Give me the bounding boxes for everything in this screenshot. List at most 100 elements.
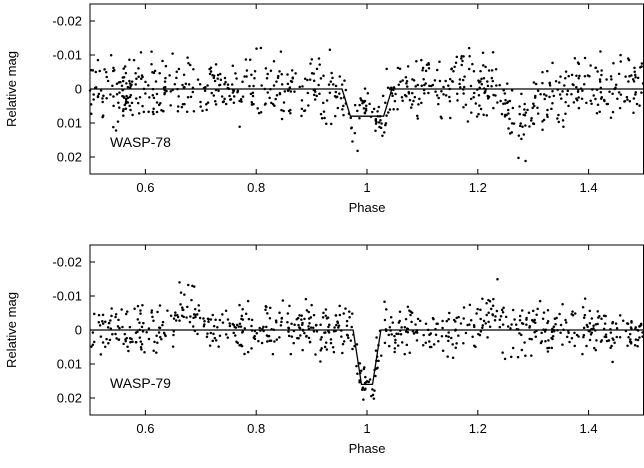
data-point: [424, 69, 428, 73]
data-point: [171, 345, 175, 348]
data-point: [530, 354, 533, 357]
data-point: [379, 354, 383, 357]
data-point: [467, 46, 471, 50]
data-point: [412, 332, 416, 335]
data-point: [393, 334, 396, 338]
data-point: [188, 63, 192, 67]
data-point: [394, 341, 397, 344]
data-point: [252, 84, 255, 88]
data-point: [482, 113, 485, 117]
wasp-79-x-axis-label: Phase: [349, 441, 386, 456]
data-point: [559, 331, 562, 335]
data-point: [463, 75, 466, 78]
data-point: [592, 324, 595, 327]
data-point: [547, 346, 551, 350]
data-point: [624, 75, 627, 78]
data-point: [221, 313, 224, 316]
wasp-78-x-axis: 0.6 0.8 1 1.2 1.4: [136, 4, 598, 195]
data-point: [441, 319, 444, 323]
data-point: [251, 91, 255, 94]
data-point: [320, 117, 324, 120]
data-point: [181, 83, 184, 87]
data-point: [208, 72, 212, 76]
data-point: [418, 97, 421, 101]
data-point: [491, 313, 494, 316]
data-point: [594, 348, 598, 352]
data-point: [362, 100, 366, 104]
data-point: [383, 131, 386, 134]
data-point: [462, 92, 465, 95]
data-point: [248, 58, 252, 62]
data-point: [238, 303, 241, 307]
data-point: [536, 89, 540, 92]
data-point: [363, 388, 366, 391]
data-point: [201, 109, 204, 113]
data-point: [152, 107, 155, 110]
data-point: [528, 125, 531, 128]
data-point: [229, 98, 233, 101]
data-point: [140, 74, 144, 77]
data-point: [564, 321, 568, 324]
data-point: [97, 320, 101, 324]
data-point: [314, 353, 317, 356]
data-point: [561, 119, 565, 122]
data-point: [460, 63, 463, 67]
data-point: [205, 102, 208, 106]
data-point: [596, 70, 599, 73]
data-point: [506, 325, 510, 328]
data-point: [121, 79, 125, 83]
wasp-79-model-curve: [90, 329, 644, 386]
data-point: [147, 327, 151, 330]
data-point: [415, 59, 418, 63]
data-point: [617, 91, 621, 94]
data-point: [123, 103, 127, 107]
data-point: [399, 333, 403, 336]
data-point: [492, 106, 495, 110]
data-point: [588, 74, 591, 78]
data-point: [392, 108, 395, 111]
data-point: [566, 89, 570, 93]
data-point: [471, 335, 474, 339]
data-point: [169, 314, 173, 317]
data-point: [503, 102, 507, 105]
data-point: [342, 340, 346, 343]
data-point: [192, 67, 195, 71]
data-point: [303, 77, 307, 80]
data-point: [552, 325, 556, 328]
data-point: [520, 309, 524, 312]
data-point: [444, 79, 447, 83]
data-point: [294, 72, 297, 75]
data-point: [598, 78, 602, 81]
data-point: [123, 65, 127, 68]
data-point: [408, 351, 411, 354]
data-point: [205, 335, 209, 339]
data-point: [384, 123, 387, 127]
data-point: [199, 105, 202, 108]
data-point: [482, 319, 486, 323]
data-point: [362, 398, 365, 401]
data-point: [393, 99, 397, 103]
data-point: [180, 314, 184, 318]
data-point: [462, 105, 465, 109]
data-point: [416, 317, 420, 321]
data-point: [142, 110, 146, 114]
data-point: [575, 97, 578, 100]
data-point: [570, 336, 574, 340]
data-point: [416, 117, 419, 120]
data-point: [498, 83, 501, 87]
data-point: [570, 92, 573, 96]
data-point: [544, 340, 547, 343]
data-point: [136, 304, 140, 308]
data-point: [341, 342, 345, 346]
data-point: [435, 68, 439, 72]
data-point: [604, 333, 608, 336]
data-point: [216, 77, 219, 80]
data-point: [526, 108, 529, 112]
data-point: [447, 331, 450, 334]
data-point: [184, 82, 188, 85]
data-point: [113, 68, 116, 72]
data-point: [202, 317, 205, 320]
data-point: [94, 70, 98, 74]
data-point: [614, 86, 617, 89]
data-point: [232, 331, 235, 335]
